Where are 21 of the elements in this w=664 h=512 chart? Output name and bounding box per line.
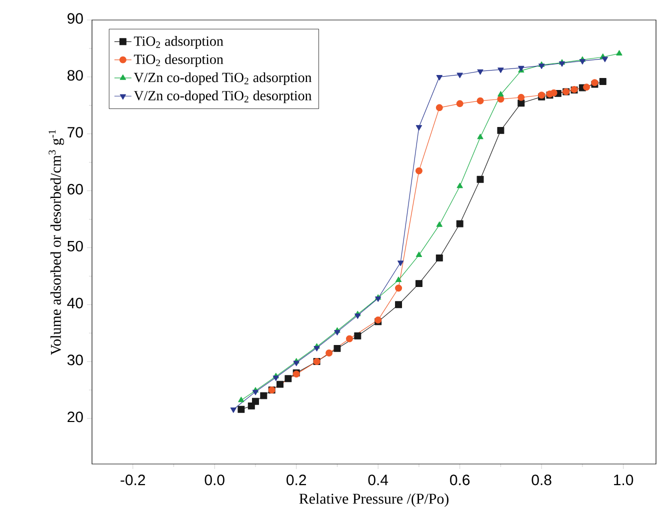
x-tick-label: 0.6 — [450, 474, 470, 486]
x-axis-title: Relative Pressure /(P/Po) — [299, 493, 448, 507]
y-tick-label: 50 — [67, 240, 83, 252]
y-tick-label: 70 — [68, 126, 83, 138]
x-tick-label: 0.4 — [368, 474, 388, 486]
y-tick-label: 30 — [67, 354, 83, 366]
x-tick-label: 0.2 — [286, 474, 306, 486]
y-axis-title: Volume adsorbed or desorbed/cm$^{3}$ g$^{-1}$ — [48, 130, 64, 355]
legend-label: V/Zn co-doped TiO$_{2}$ adsorption — [134, 72, 312, 86]
y-tick-label: 20 — [68, 412, 83, 422]
legend-label: V/Zn co-doped TiO$_{2}$ desorption — [134, 90, 312, 104]
x-tick-label: 1.0 — [614, 474, 634, 486]
y-tick-label: 40 — [67, 298, 83, 308]
y-tick-label: 80 — [68, 70, 83, 81]
x-tick-label: -0.2 — [120, 474, 145, 486]
legend-label: TiO$_{2}$ adsorption — [134, 36, 224, 49]
x-tick-label: 0.0 — [204, 474, 224, 486]
legend-label: TiO$_{2}$ desorption — [134, 54, 224, 67]
x-tick-label: 0.8 — [532, 474, 552, 486]
y-tick-label: 90 — [68, 13, 83, 24]
y-tick-label: 60 — [68, 184, 83, 194]
